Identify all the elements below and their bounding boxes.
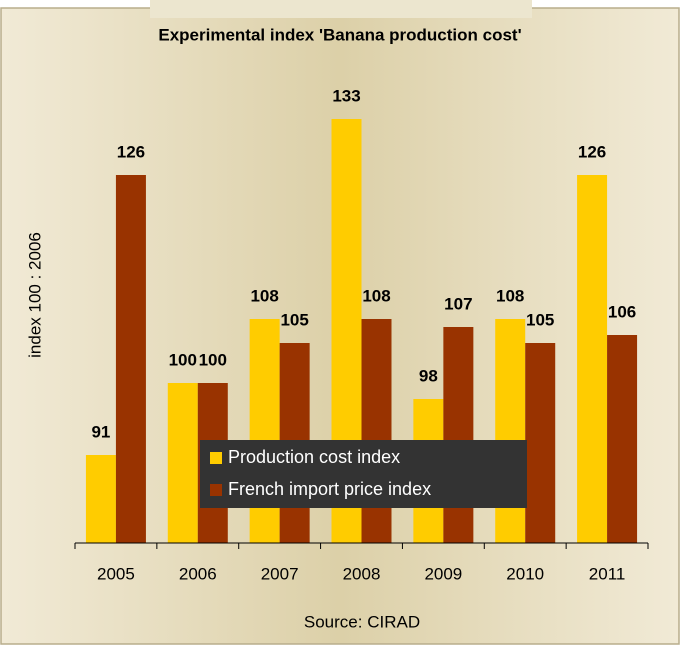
bar [361,319,392,543]
data-label: 98 [419,366,438,385]
legend-swatch [210,484,222,496]
data-label: 100 [199,350,227,369]
bar [607,335,638,543]
data-label: 108 [250,286,278,305]
bar [249,319,280,543]
x-tick-label: 2010 [506,564,544,583]
bar [115,175,146,543]
data-label: 105 [526,310,554,329]
data-label: 133 [332,86,360,105]
x-tick-label: 2006 [179,564,217,583]
legend-label: Production cost index [228,447,400,467]
x-tick-label: 2011 [589,564,626,583]
bar [577,175,608,543]
x-tick-label: 2007 [261,564,299,583]
data-label: 126 [578,142,606,161]
legend-swatch [210,452,222,464]
bar [525,343,556,543]
x-tick-label: 2008 [343,564,381,583]
legend-label: French import price index [228,479,431,499]
y-axis-label: index 100 : 2006 [25,232,44,358]
legend [200,440,527,508]
bar [443,327,474,543]
data-label: 105 [280,310,308,329]
data-label: 107 [444,294,472,313]
data-label: 126 [117,142,145,161]
source: Source: CIRAD [304,612,420,631]
x-tick-label: 2005 [97,564,135,583]
title-tab [150,0,532,18]
data-label: 108 [496,286,524,305]
data-label: 106 [608,302,636,321]
bar [167,383,198,543]
chart-title: Experimental index 'Banana production co… [158,25,521,44]
x-tick-label: 2009 [424,564,462,583]
data-label: 91 [91,422,110,441]
data-label: 108 [362,286,390,305]
bar [495,319,526,543]
bar [85,455,116,543]
data-label: 100 [169,350,197,369]
